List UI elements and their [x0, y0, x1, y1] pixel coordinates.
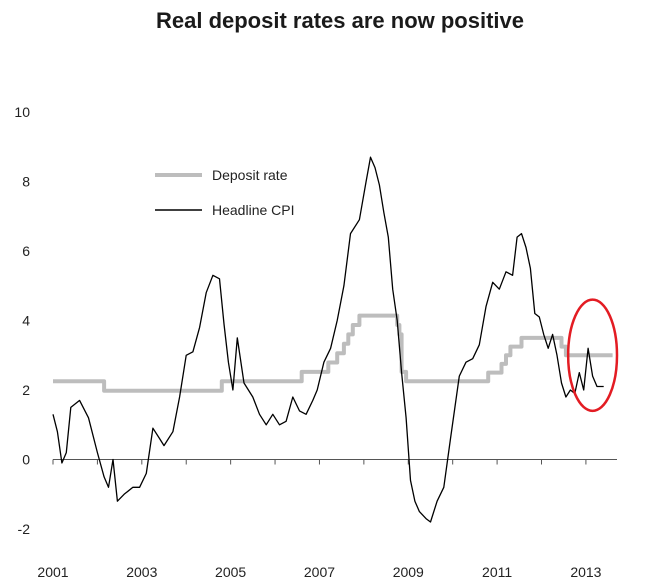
legend-label-deposit-rate: Deposit rate: [212, 167, 288, 183]
y-tick-label: 6: [22, 243, 30, 259]
x-axis: 2001 2003 2005 2007 2009 2011 2013: [37, 459, 617, 580]
y-tick-label: -2: [18, 521, 31, 537]
x-tick-label: 2007: [304, 564, 335, 580]
x-tick-label: 2003: [126, 564, 157, 580]
x-tick-label: 2005: [215, 564, 246, 580]
annotation-layer: [566, 298, 619, 413]
x-tick-label: 2011: [482, 564, 512, 580]
y-tick-label: 10: [14, 104, 30, 120]
y-tick-label: 8: [22, 174, 30, 190]
series-layer: [52, 156, 613, 523]
legend: Deposit rate Headline CPI: [155, 167, 295, 218]
y-tick-label: 2: [22, 382, 30, 398]
x-tick-label: 2013: [570, 564, 601, 580]
chart-title: Real deposit rates are now positive: [156, 8, 524, 33]
legend-label-headline-cpi: Headline CPI: [212, 202, 295, 218]
x-tick-label: 2001: [37, 564, 68, 580]
y-tick-label: 4: [22, 313, 30, 329]
y-axis-labels: -2 0 2 4 6 8 10: [14, 104, 30, 537]
series-line-headline-cpi: [52, 156, 604, 523]
x-tick-label: 2009: [393, 564, 424, 580]
highlight-ellipse: [566, 298, 619, 413]
y-tick-label: 0: [22, 452, 30, 468]
series-line-deposit-rate: [53, 313, 613, 393]
